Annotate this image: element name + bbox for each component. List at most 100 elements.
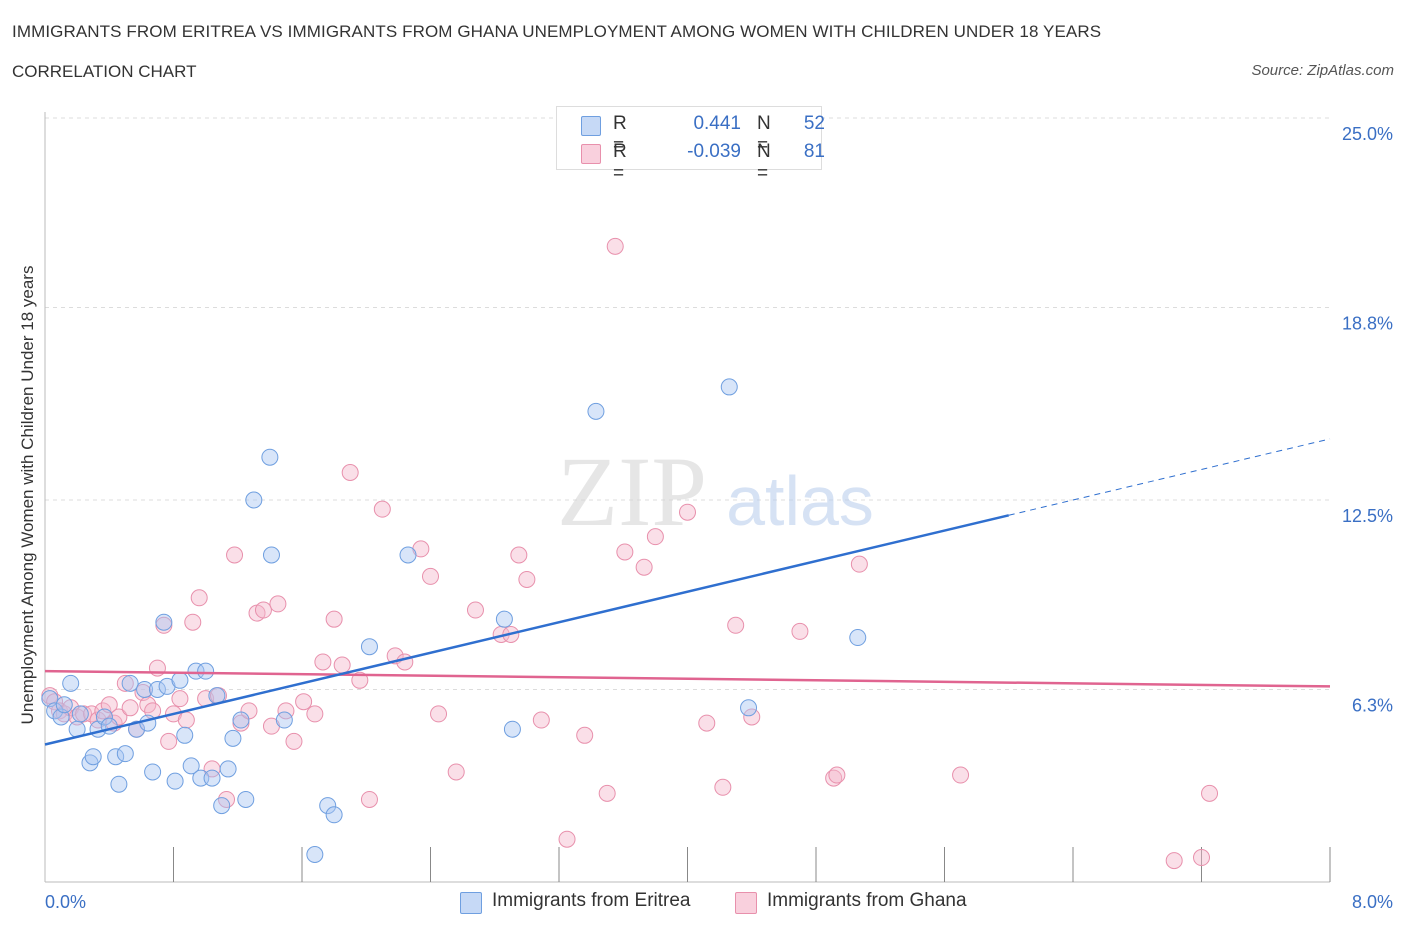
data-point-eritrea — [275, 711, 293, 729]
data-point-eritrea — [197, 662, 215, 680]
data-point-eritrea — [720, 378, 738, 396]
data-point-eritrea — [503, 720, 521, 738]
data-point-ghana — [46, 693, 64, 711]
data-point-eritrea — [237, 790, 255, 808]
data-point-ghana — [430, 705, 448, 723]
data-point-eritrea — [55, 696, 73, 714]
trend-line-eritrea-extension — [1008, 438, 1331, 516]
data-point-ghana — [576, 726, 594, 744]
trend-lines — [44, 438, 1331, 746]
data-point-ghana — [360, 790, 378, 808]
source-credit: Source: ZipAtlas.com — [1251, 62, 1394, 79]
watermark-atlas: atlas — [726, 462, 874, 540]
data-point-ghana — [447, 763, 465, 781]
data-point-ghana — [269, 595, 287, 613]
data-point-ghana — [116, 674, 134, 692]
data-point-ghana — [1201, 784, 1219, 802]
data-point-ghana — [422, 567, 439, 585]
data-point-eritrea — [71, 705, 89, 723]
data-point-eritrea — [176, 726, 194, 744]
grid-lines — [45, 117, 1330, 690]
data-point-eritrea — [232, 711, 250, 729]
watermark-zip: ZIP — [557, 436, 707, 547]
series-ghana — [41, 237, 1219, 870]
y-tick-label: 12.5% — [1342, 506, 1393, 526]
data-point-ghana — [226, 546, 244, 564]
data-point-eritrea — [849, 629, 867, 647]
data-point-eritrea — [182, 757, 200, 775]
data-point-eritrea — [121, 674, 139, 692]
data-point-ghana — [510, 546, 528, 564]
data-point-eritrea — [262, 546, 280, 564]
data-point-ghana — [314, 653, 332, 671]
correlation-legend: R = 0.441 N = 52 R = -0.039 N = 81 — [556, 106, 825, 184]
data-point-ghana — [606, 237, 624, 255]
data-point-eritrea — [325, 806, 343, 824]
data-point-ghana — [177, 711, 195, 729]
data-point-ghana — [190, 589, 208, 607]
data-point-eritrea — [319, 797, 337, 815]
data-point-ghana — [295, 693, 313, 711]
data-point-eritrea — [116, 745, 134, 763]
data-point-eritrea — [261, 448, 279, 466]
data-point-eritrea — [740, 699, 758, 717]
legend-n-label: N = — [757, 113, 771, 156]
data-point-ghana — [373, 500, 391, 518]
trend-line-eritrea — [44, 514, 1010, 746]
legend-r-label: R = — [613, 141, 627, 184]
data-point-ghana — [341, 463, 359, 481]
legend-n-label: N = — [757, 141, 771, 184]
data-point-ghana — [825, 769, 843, 787]
legend-r-value: 0.441 — [693, 113, 741, 134]
data-point-ghana — [791, 622, 809, 640]
data-point-ghana — [698, 714, 716, 732]
y-tick-label: 6.3% — [1352, 695, 1393, 715]
data-point-eritrea — [155, 613, 173, 631]
data-point-ghana — [466, 601, 484, 619]
data-point-ghana — [727, 616, 745, 634]
y-tick-label: 18.8% — [1342, 313, 1393, 333]
data-point-eritrea — [62, 674, 80, 692]
bottom-legend-swatch-eritrea — [460, 892, 482, 914]
data-point-eritrea — [166, 772, 184, 790]
data-point-eritrea — [587, 402, 605, 420]
data-point-eritrea — [306, 845, 324, 863]
chart-title: IMMIGRANTS FROM ERITREA VS IMMIGRANTS FR… — [12, 22, 1102, 41]
data-point-ghana — [532, 711, 550, 729]
data-point-eritrea — [187, 662, 205, 680]
tick-labels: 6.3% 12.5% 18.8% 25.0% 0.0% 8.0% — [45, 124, 1393, 912]
data-point-ghana — [850, 555, 868, 573]
legend-swatch-eritrea — [581, 116, 601, 136]
bottom-legend-label-eritrea: Immigrants from Eritrea — [492, 890, 691, 911]
data-point-eritrea — [46, 702, 64, 720]
legend-n-value: 52 — [803, 113, 825, 134]
data-point-eritrea — [171, 671, 189, 689]
data-point-ghana — [351, 671, 369, 689]
data-point-eritrea — [136, 680, 154, 698]
data-point-eritrea — [219, 760, 237, 778]
watermark: ZIP atlas — [557, 436, 874, 547]
data-point-ghana — [598, 784, 616, 802]
data-point-eritrea — [213, 797, 231, 815]
data-point-ghana — [333, 656, 351, 674]
x-tick-label: 8.0% — [1352, 892, 1393, 912]
legend-r-value: -0.039 — [687, 141, 741, 162]
data-point-ghana — [285, 732, 303, 750]
data-point-ghana — [646, 528, 664, 546]
data-point-eritrea — [144, 763, 162, 781]
data-point-ghana — [743, 708, 761, 726]
legend-r-label: R = — [613, 113, 627, 156]
data-point-ghana — [828, 766, 846, 784]
data-point-ghana — [121, 699, 139, 717]
data-point-ghana — [952, 766, 970, 784]
data-point-ghana — [160, 732, 178, 750]
data-point-eritrea — [107, 748, 125, 766]
data-point-ghana — [679, 503, 696, 521]
bottom-legend-label-ghana: Immigrants from Ghana — [767, 890, 967, 911]
data-point-ghana — [616, 543, 634, 561]
data-point-ghana — [518, 570, 536, 588]
data-point-ghana — [171, 690, 189, 708]
legend-swatch-ghana — [581, 144, 601, 164]
series-eritrea — [41, 378, 867, 863]
